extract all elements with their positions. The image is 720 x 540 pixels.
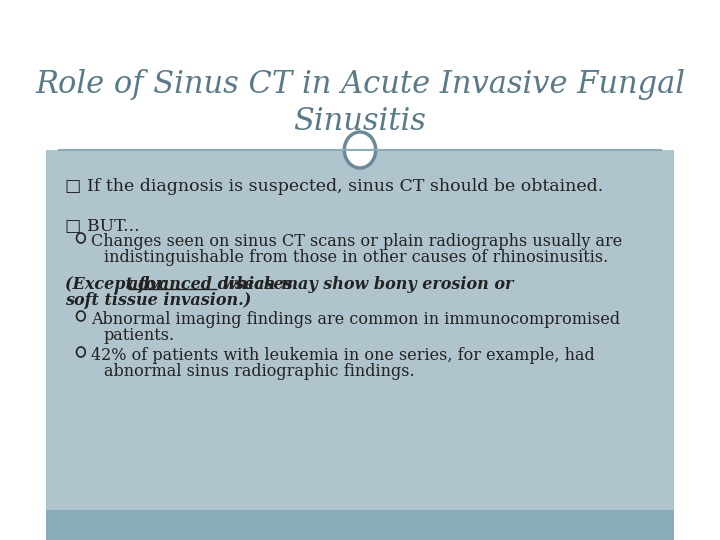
Text: indistinguishable from those in other causes of rhinosinusitis.: indistinguishable from those in other ca… bbox=[104, 249, 608, 266]
FancyBboxPatch shape bbox=[46, 150, 674, 510]
Text: Role of Sinus CT in Acute Invasive Fungal: Role of Sinus CT in Acute Invasive Funga… bbox=[35, 70, 685, 100]
Text: (Except for: (Except for bbox=[66, 276, 170, 293]
Text: soft tissue invasion.): soft tissue invasion.) bbox=[66, 292, 251, 309]
Text: □ If the diagnosis is suspected, sinus CT should be obtained.: □ If the diagnosis is suspected, sinus C… bbox=[66, 178, 603, 195]
Text: Sinusitis: Sinusitis bbox=[294, 106, 426, 138]
Text: □ BUT...: □ BUT... bbox=[66, 218, 140, 235]
Text: 42% of patients with leukemia in one series, for example, had: 42% of patients with leukemia in one ser… bbox=[91, 347, 595, 364]
FancyBboxPatch shape bbox=[46, 0, 674, 160]
Text: advanced diseases: advanced diseases bbox=[128, 276, 292, 293]
Text: Changes seen on sinus CT scans or plain radiographs usually are: Changes seen on sinus CT scans or plain … bbox=[91, 233, 623, 250]
Text: abnormal sinus radiographic findings.: abnormal sinus radiographic findings. bbox=[104, 363, 414, 380]
FancyBboxPatch shape bbox=[46, 510, 674, 540]
Text: Abnormal imaging findings are common in immunocompromised: Abnormal imaging findings are common in … bbox=[91, 311, 621, 328]
Text: patients.: patients. bbox=[104, 327, 175, 344]
Text: which may show bony erosion or: which may show bony erosion or bbox=[217, 276, 513, 293]
Circle shape bbox=[344, 132, 376, 168]
